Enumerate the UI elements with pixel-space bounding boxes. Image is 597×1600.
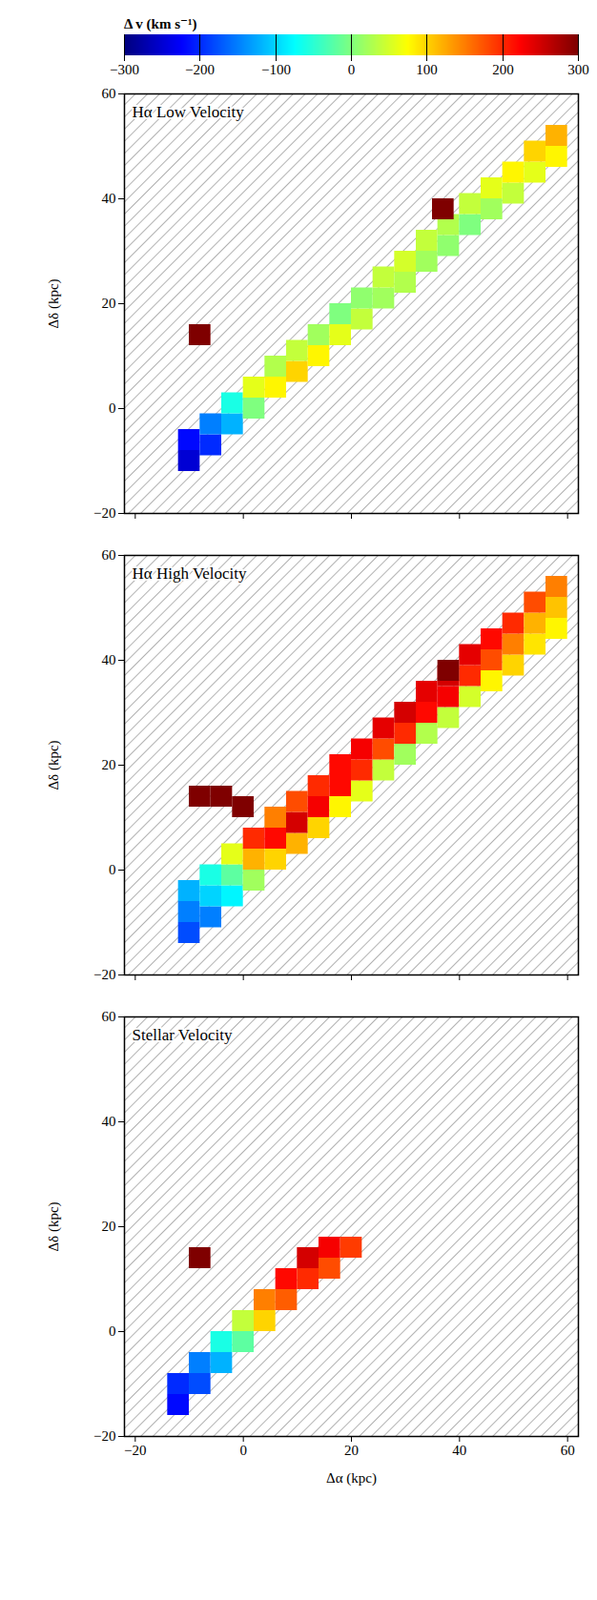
svg-text:60: 60 [560, 1442, 576, 1459]
svg-text:0: 0 [108, 1323, 117, 1339]
svg-text:Δδ (kpc): Δδ (kpc) [45, 1201, 62, 1252]
svg-text:20: 20 [102, 295, 117, 311]
svg-text:60: 60 [102, 85, 117, 102]
svg-text:−100: −100 [261, 61, 291, 78]
svg-text:−200: −200 [185, 61, 215, 78]
svg-text:Δδ (kpc): Δδ (kpc) [45, 740, 62, 790]
svg-text:Hα Low Velocity: Hα Low Velocity [132, 102, 246, 122]
svg-text:60: 60 [102, 547, 117, 563]
svg-text:−20: −20 [93, 1428, 116, 1444]
svg-text:0: 0 [239, 1442, 248, 1459]
svg-text:20: 20 [102, 1218, 117, 1235]
svg-text:−20: −20 [93, 967, 116, 983]
svg-text:Δδ (kpc): Δδ (kpc) [45, 278, 62, 329]
svg-text:20: 20 [102, 757, 117, 773]
svg-text:40: 40 [452, 1442, 467, 1459]
svg-text:0: 0 [348, 61, 356, 78]
svg-text:100: 100 [415, 61, 438, 78]
svg-text:300: 300 [567, 61, 590, 78]
svg-text:Stellar Velocity: Stellar Velocity [132, 1026, 233, 1045]
svg-text:0: 0 [108, 862, 117, 878]
svg-text:−20: −20 [93, 505, 116, 521]
svg-text:Δα (kpc): Δα (kpc) [326, 1470, 377, 1487]
svg-text:Hα High Velocity: Hα High Velocity [132, 564, 248, 583]
svg-text:Δ v (km s⁻¹): Δ v (km s⁻¹) [123, 16, 197, 33]
svg-text:20: 20 [344, 1442, 359, 1459]
svg-text:−300: −300 [109, 61, 140, 78]
svg-text:0: 0 [108, 400, 117, 416]
svg-text:200: 200 [492, 61, 515, 78]
svg-text:40: 40 [102, 1113, 117, 1130]
svg-text:40: 40 [102, 652, 117, 668]
svg-text:60: 60 [102, 1008, 117, 1025]
svg-text:−20: −20 [123, 1442, 146, 1459]
svg-text:40: 40 [102, 190, 117, 206]
